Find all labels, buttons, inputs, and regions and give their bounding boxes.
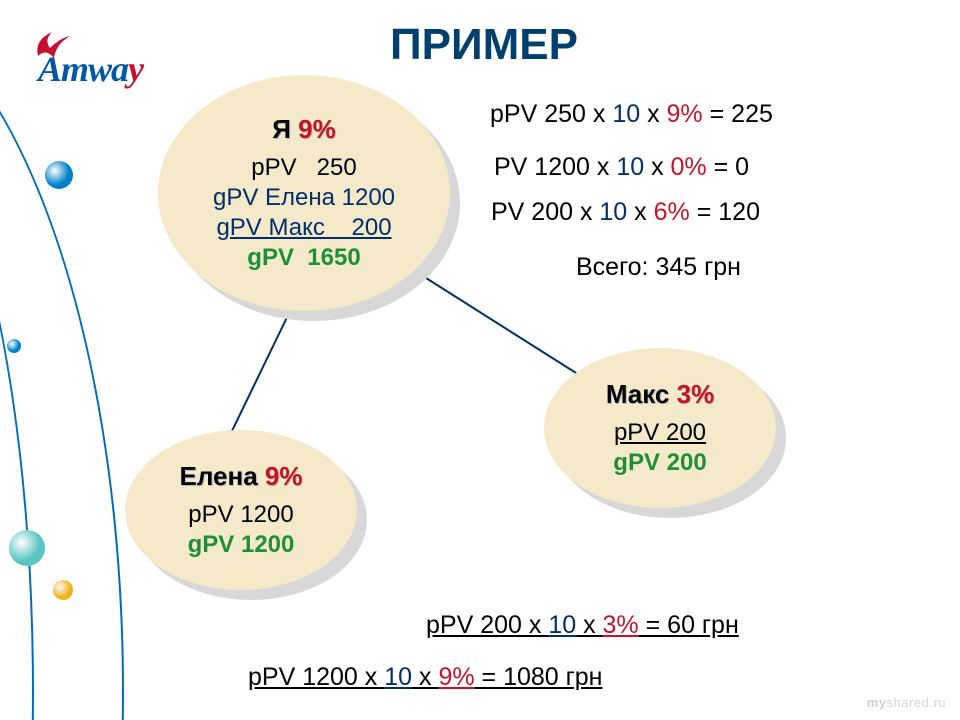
orbit-planet [45, 161, 73, 189]
node-line-segment: pPV 250 [251, 154, 356, 181]
node-line: pPV 250 [251, 153, 356, 183]
edge-line [414, 270, 584, 379]
node-percent: 9% [265, 461, 303, 491]
node-line-segment: gPV 1200 [188, 531, 295, 558]
watermark-rest: shared.ru [887, 695, 946, 710]
logo-text-red: y [128, 49, 143, 89]
calc-line: pPV 200 х 10 х 3% = 60 грн [426, 611, 739, 640]
logo-swirl-icon [32, 26, 72, 66]
node-line: pPV 1200 [188, 500, 293, 530]
node-max: Макс 3% pPV 200 gPV 200 [544, 348, 776, 508]
calc-segment: 10 [616, 153, 644, 181]
node-line: pPV 200 [614, 418, 706, 448]
calc-segment: PV 1200 х [494, 153, 616, 181]
node-name: Елена [180, 461, 265, 491]
calc-segment: х [640, 100, 666, 128]
calc-segment: х [644, 153, 670, 181]
calc-line: PV 1200 х 10 х 0% = 0 [494, 153, 749, 182]
calc-segment: 9% [667, 100, 703, 128]
node-line-segment: pPV 1200 [188, 501, 293, 528]
node-percent: 3% [677, 379, 715, 409]
calc-line: Всего: 345 грн [576, 253, 741, 282]
calc-segment: 10 [384, 663, 412, 691]
node-line: gPV Макс 200 [216, 213, 391, 243]
calc-segment: х [412, 663, 438, 691]
calc-segment: pPV 200 х [426, 611, 548, 639]
calc-segment: х [627, 198, 653, 226]
node-line-segment: gPV Елена 1200 [213, 184, 395, 211]
calc-segment: = 1080 грн [475, 663, 603, 691]
node-header: Я 9% [272, 113, 336, 146]
calc-segment: 3% [603, 611, 639, 639]
calc-segment: 9% [438, 663, 474, 691]
orbit-planet [7, 339, 21, 353]
node-header: Макс 3% [606, 378, 714, 411]
orbit-planet [53, 580, 73, 600]
calc-segment: 10 [612, 100, 640, 128]
calc-segment: 6% [654, 198, 690, 226]
node-percent: 9% [298, 114, 336, 144]
calc-segment: Всего: 345 грн [576, 253, 741, 281]
node-line: gPV 1650 [247, 243, 360, 273]
node-line-segment: gPV Макс 200 [216, 214, 391, 241]
node-line-segment: pPV 200 [614, 419, 706, 446]
watermark: myshared.ru [867, 695, 946, 710]
calc-line: pPV 250 х 10 х 9% = 225 [490, 100, 773, 129]
calc-segment: pPV 250 х [490, 100, 612, 128]
node-name: Я [272, 114, 298, 144]
calc-segment: = 60 грн [639, 611, 739, 639]
calc-segment: 0% [671, 153, 707, 181]
calc-segment: = 0 [707, 153, 749, 181]
slide-root: Amway ПРИМЕР Я 9% pPV 250 gPV Елена 1200 gP… [0, 0, 960, 720]
node-name: Макс [606, 379, 677, 409]
calc-segment: = 225 [703, 100, 773, 128]
orbit-planet [9, 530, 45, 566]
calc-line: PV 200 х 10 х 6% = 120 [491, 198, 760, 227]
calc-line: pPV 1200 х 10 х 9% = 1080 грн [248, 663, 602, 692]
node-line: gPV 1200 [188, 530, 295, 560]
node-line-segment: gPV 1650 [247, 244, 360, 271]
edge-line [230, 307, 293, 434]
amway-logo: Amway [38, 48, 143, 90]
slide-title: ПРИМЕР [390, 20, 578, 70]
node-header: Елена 9% [180, 460, 303, 493]
calc-segment: = 120 [690, 198, 760, 226]
calc-segment: х [576, 611, 602, 639]
calc-segment: 10 [548, 611, 576, 639]
node-line: gPV Елена 1200 [213, 183, 395, 213]
node-elena: Елена 9% pPV 1200 gPV 1200 [125, 430, 357, 590]
watermark-brand: my [867, 695, 887, 710]
calc-segment: 10 [599, 198, 627, 226]
calc-segment: PV 200 х [491, 198, 599, 226]
node-line-segment: gPV 200 [613, 449, 706, 476]
calc-segment: pPV 1200 х [248, 663, 384, 691]
node-me: Я 9% pPV 250 gPV Елена 1200 gPV Макс 200 gPV… [158, 75, 450, 311]
node-line: gPV 200 [613, 448, 706, 478]
